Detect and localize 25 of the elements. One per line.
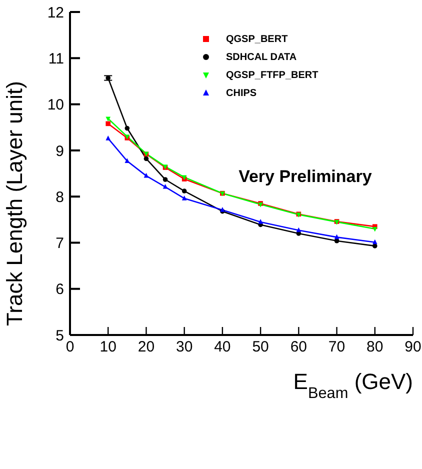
- y-tick-label: 8: [56, 188, 64, 206]
- y-tick-label: 12: [47, 4, 64, 22]
- legend-label: QGSP_BERT: [226, 34, 288, 44]
- x-tick-label: 50: [252, 338, 269, 356]
- y-tick-label: 9: [56, 142, 64, 160]
- y-tick-label: 6: [56, 281, 64, 298]
- y-axis-title: Track Length (Layer unit): [2, 81, 27, 326]
- x-tick-label: 70: [328, 338, 346, 356]
- x-tick-label: 60: [290, 338, 308, 356]
- x-tick-label: 30: [176, 338, 193, 356]
- x-tick-label: 80: [366, 338, 384, 356]
- y-tick-label: 11: [48, 50, 64, 68]
- y-tick-label: 5: [56, 327, 64, 344]
- x-tick-label: 20: [138, 338, 155, 356]
- annotation: Very Preliminary: [238, 166, 372, 186]
- x-tick-label: 10: [100, 338, 116, 356]
- legend-label: SDHCAL DATA: [226, 52, 297, 62]
- x-axis-title: E$_{Beam}$ (GeV): [293, 369, 413, 402]
- legend-label: QGSP_FTFP_BERT: [226, 70, 318, 80]
- x-tick-label: 0: [66, 338, 74, 356]
- x-tick-label: 90: [404, 338, 422, 356]
- y-tick-label: 10: [47, 96, 64, 114]
- y-tick-label: 7: [56, 235, 64, 252]
- x-tick-label: 40: [214, 338, 231, 356]
- legend-label: CHIPS: [226, 88, 257, 98]
